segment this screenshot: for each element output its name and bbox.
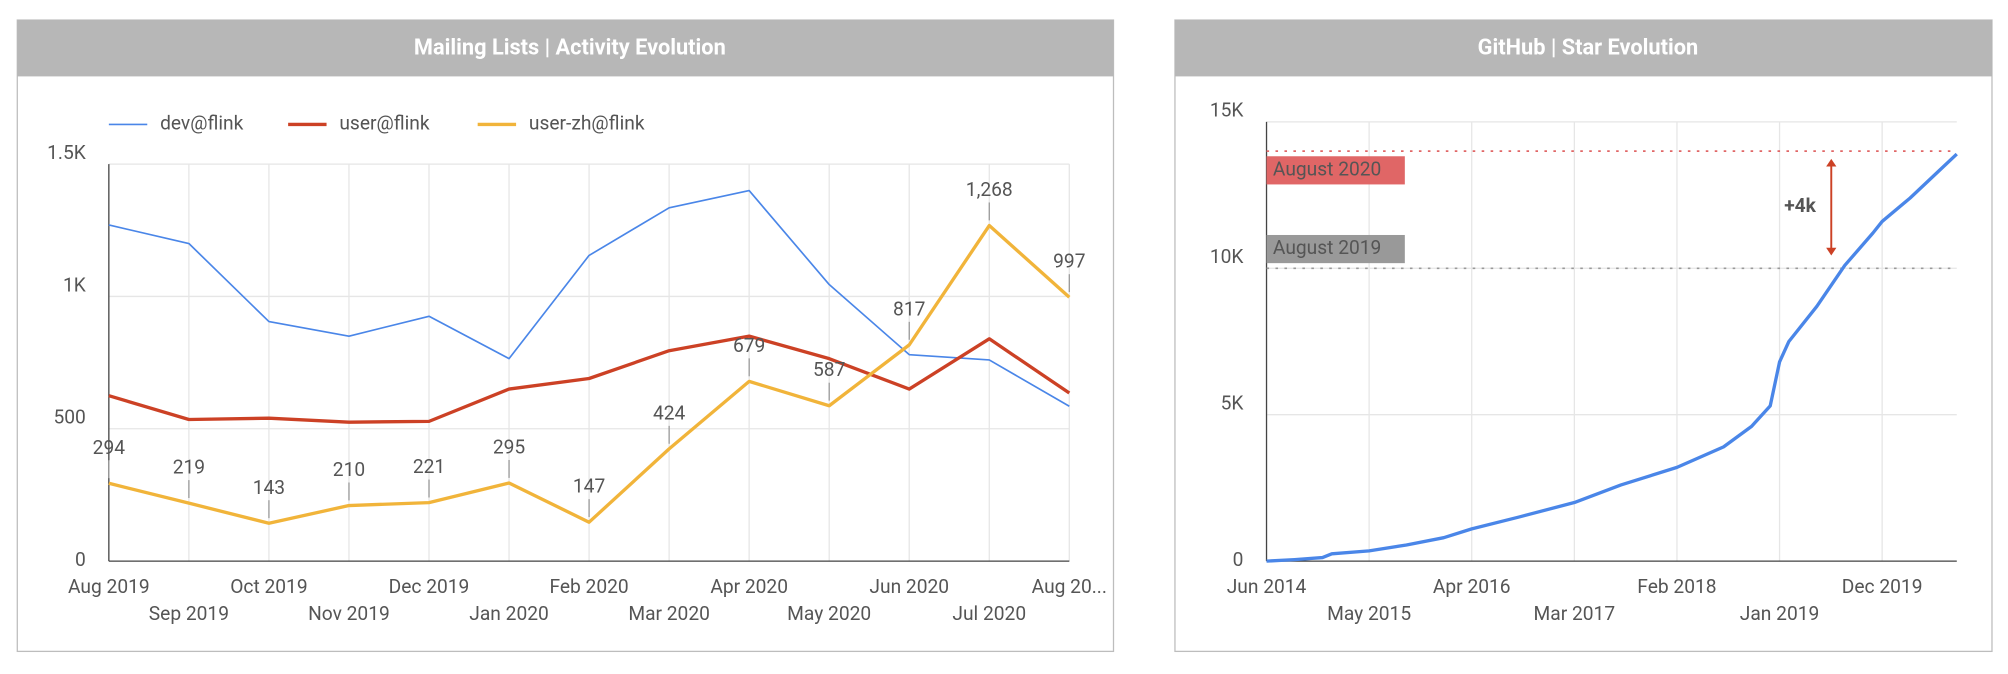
x-tick-label: Oct 2019 xyxy=(230,575,307,598)
data-label: 221 xyxy=(413,455,445,478)
x-tick-label: Feb 2018 xyxy=(1637,575,1716,598)
y-tick-label: 1K xyxy=(63,273,87,296)
y-tick-label: 0 xyxy=(1233,548,1244,571)
y-tick-label: 0 xyxy=(75,548,86,571)
y-tick-label: 5K xyxy=(1221,392,1245,415)
x-tick-label: Dec 2019 xyxy=(1842,575,1923,598)
y-tick-label: 1.5K xyxy=(47,141,87,164)
panel-header xyxy=(1174,20,1992,77)
data-label: 294 xyxy=(93,436,126,459)
x-tick-label: Nov 2019 xyxy=(308,602,390,625)
data-label: 1,268 xyxy=(966,178,1013,201)
reference-label: August 2019 xyxy=(1273,236,1381,259)
x-tick-label: Mar 2017 xyxy=(1534,602,1616,625)
data-label: 424 xyxy=(653,401,686,424)
series-line xyxy=(108,189,1070,408)
annotation: +4k xyxy=(1784,194,1816,217)
data-label: 147 xyxy=(573,475,605,498)
x-tick-label: Aug 20... xyxy=(1032,575,1107,598)
x-tick-label: Mar 2020 xyxy=(628,602,710,625)
series-line xyxy=(108,223,1071,525)
reference-label: August 2020 xyxy=(1273,157,1381,180)
y-tick-label: 15K xyxy=(1210,99,1245,122)
x-tick-label: Apr 2016 xyxy=(1433,575,1511,598)
x-tick-label: Sep 2019 xyxy=(149,602,229,625)
data-label: 143 xyxy=(253,476,285,499)
series-line xyxy=(1266,152,1958,563)
series-line xyxy=(108,334,1071,424)
y-tick-label: 10K xyxy=(1210,245,1245,268)
data-label: 997 xyxy=(1053,250,1085,273)
legend-label: dev@flink xyxy=(160,111,244,134)
x-tick-label: Jan 2020 xyxy=(469,602,549,625)
panel-header xyxy=(17,20,1114,77)
legend-label: user-zh@flink xyxy=(529,111,645,134)
chart-title: Mailing Lists | Activity Evolution xyxy=(414,36,726,61)
x-tick-label: May 2020 xyxy=(787,602,871,625)
data-label: 817 xyxy=(893,297,925,320)
panel xyxy=(16,19,1115,653)
x-tick-label: Feb 2020 xyxy=(549,575,628,598)
reference-label-box xyxy=(1266,234,1405,264)
x-tick-label: Apr 2020 xyxy=(710,575,788,598)
data-label: 587 xyxy=(813,358,845,381)
x-tick-label: Jan 2019 xyxy=(1740,602,1820,625)
data-label: 295 xyxy=(493,436,526,459)
data-label: 219 xyxy=(173,456,205,479)
x-tick-label: Dec 2019 xyxy=(389,575,470,598)
x-tick-label: Jun 2020 xyxy=(869,575,949,598)
reference-label-box xyxy=(1266,156,1405,185)
data-label: 679 xyxy=(733,334,765,357)
x-tick-label: Jun 2014 xyxy=(1227,575,1307,598)
y-tick-label: 500 xyxy=(53,406,85,429)
x-tick-label: Aug 2019 xyxy=(68,575,150,598)
legend-label: user@flink xyxy=(339,111,430,134)
panel xyxy=(1174,19,1993,653)
x-tick-label: May 2015 xyxy=(1327,602,1411,625)
data-label: 210 xyxy=(333,458,365,481)
chart-title: GitHub | Star Evolution xyxy=(1478,36,1699,61)
x-tick-label: Jul 2020 xyxy=(952,602,1026,625)
